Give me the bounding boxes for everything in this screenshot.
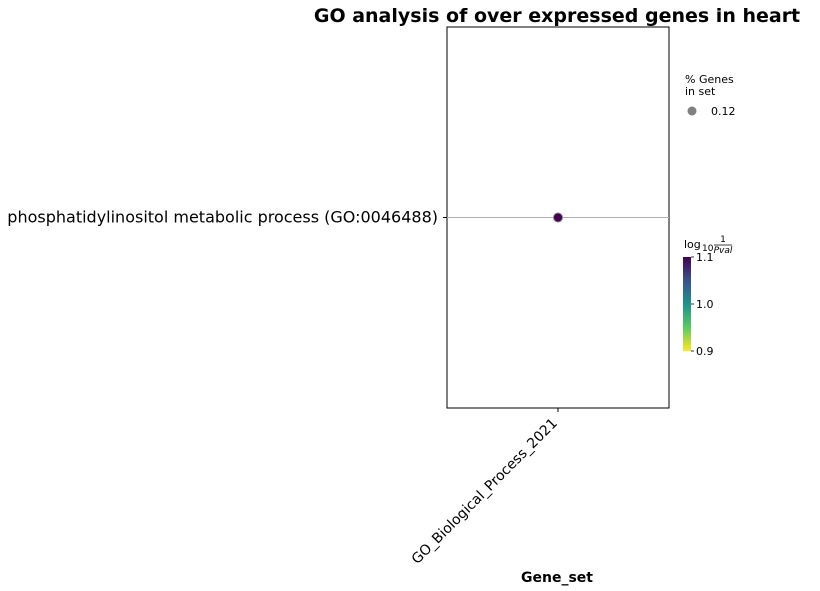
data-points xyxy=(553,212,563,223)
color-legend-title-prefix: log xyxy=(684,238,701,251)
x-tick-label: GO_Biological_Process_2021 xyxy=(409,416,561,568)
chart-title: GO analysis of over expressed genes in h… xyxy=(314,5,800,27)
x-axis: GO_Biological_Process_2021 xyxy=(409,408,561,568)
color-legend-title-den: Pval xyxy=(714,246,733,256)
colorbar-tick-label: 1.1 xyxy=(696,251,714,264)
colorbar-tick-label: 1.0 xyxy=(696,298,714,311)
colorbar xyxy=(683,257,691,351)
size-legend-entry-label: 0.12 xyxy=(711,105,736,118)
color-legend: log 10 1 Pval 0.9 1.0 1.1 xyxy=(683,235,733,358)
x-axis-label: Gene_set xyxy=(521,570,593,586)
colorbar-ticks: 0.9 1.0 1.1 xyxy=(691,251,714,358)
colorbar-tick-label: 0.9 xyxy=(696,345,714,358)
size-legend-title-line2: in set xyxy=(685,85,716,98)
size-legend-title-line1: % Genes xyxy=(685,73,734,86)
data-point xyxy=(553,212,563,223)
color-legend-title-sub: 10 xyxy=(702,244,714,254)
size-legend: % Genes in set 0.12 xyxy=(685,73,736,118)
y-tick-label: phosphatidylinositol metabolic process (… xyxy=(7,208,438,227)
color-legend-title-num: 1 xyxy=(720,235,726,245)
size-legend-marker xyxy=(687,106,697,116)
y-axis: phosphatidylinositol metabolic process (… xyxy=(7,208,447,227)
